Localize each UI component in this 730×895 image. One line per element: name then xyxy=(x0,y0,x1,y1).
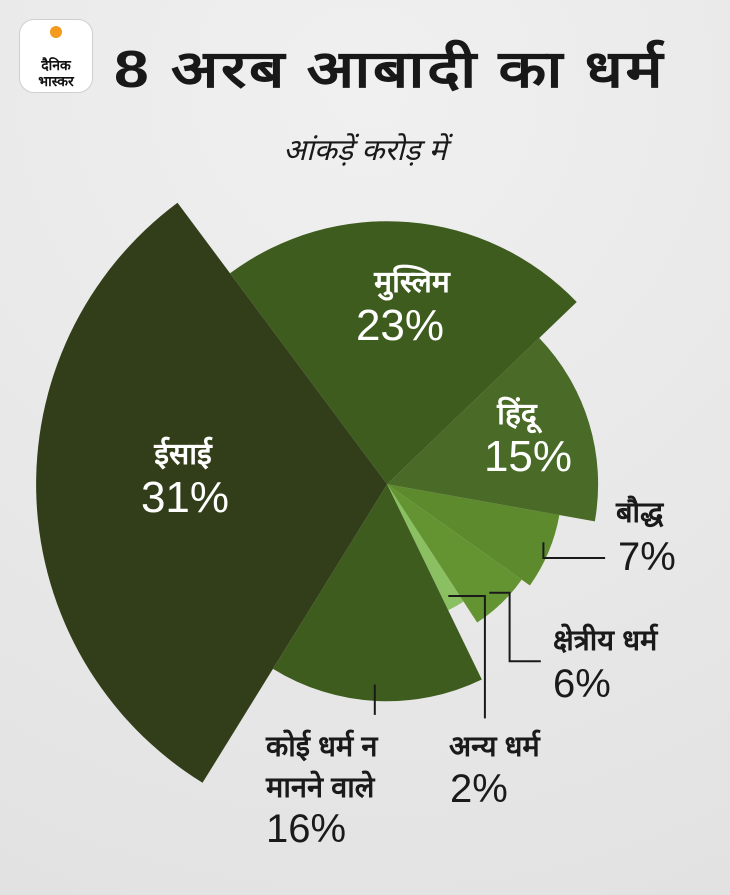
svg-text:बौद्ध: बौद्ध xyxy=(615,495,664,529)
svg-text:हिंदू: हिंदू xyxy=(496,396,543,434)
svg-text:कोई धर्म न: कोई धर्म न xyxy=(265,729,378,763)
svg-text:6%: 6% xyxy=(553,662,611,706)
svg-text:अन्य धर्म: अन्य धर्म xyxy=(449,729,541,763)
svg-text:23%: 23% xyxy=(356,301,444,350)
svg-text:31%: 31% xyxy=(141,473,229,522)
svg-text:मुस्लिम: मुस्लिम xyxy=(373,264,451,301)
svg-text:7%: 7% xyxy=(618,535,676,579)
svg-text:ईसाई: ईसाई xyxy=(153,436,213,471)
svg-text:मानने वाले: मानने वाले xyxy=(265,770,376,804)
svg-text:क्षेत्रीय धर्म: क्षेत्रीय धर्म xyxy=(553,623,659,657)
svg-text:16%: 16% xyxy=(266,807,346,851)
svg-text:2%: 2% xyxy=(450,767,508,811)
svg-text:15%: 15% xyxy=(484,432,572,481)
